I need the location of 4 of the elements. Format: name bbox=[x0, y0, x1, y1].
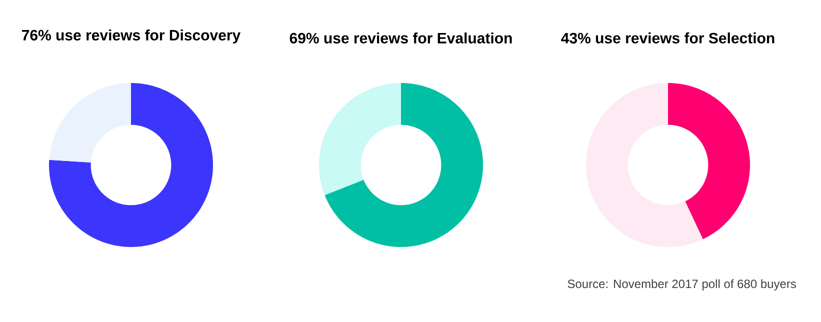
chart-title: 43% use reviews for Selection bbox=[561, 32, 774, 44]
source-note: Source: November 2017 poll of 680 buyers bbox=[568, 279, 796, 290]
chart-title: 69% use reviews for Evaluation bbox=[290, 32, 512, 44]
chart-title: 76% use reviews for Discovery bbox=[22, 29, 241, 44]
